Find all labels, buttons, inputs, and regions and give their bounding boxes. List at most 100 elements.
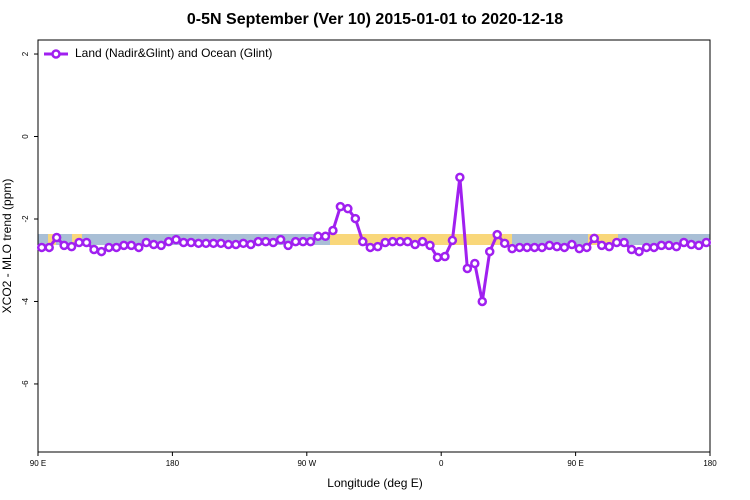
x-tick-label: 90 E bbox=[567, 459, 583, 468]
point bbox=[410, 239, 420, 250]
legend-marker bbox=[51, 49, 61, 59]
point bbox=[96, 246, 107, 257]
point bbox=[402, 236, 413, 247]
point bbox=[596, 240, 607, 251]
point bbox=[694, 240, 704, 251]
point bbox=[470, 258, 480, 269]
point bbox=[208, 238, 219, 249]
point bbox=[552, 241, 562, 252]
point bbox=[567, 239, 577, 250]
point bbox=[686, 239, 697, 250]
point bbox=[305, 236, 316, 247]
point bbox=[529, 242, 540, 253]
point bbox=[395, 236, 405, 247]
point bbox=[260, 236, 271, 247]
y-tick-label: -4 bbox=[21, 297, 30, 305]
x-tick-label: 90 E bbox=[30, 459, 46, 468]
point bbox=[514, 242, 525, 253]
point bbox=[641, 242, 652, 253]
land-band bbox=[48, 234, 56, 245]
point bbox=[626, 244, 637, 255]
point bbox=[432, 252, 443, 263]
y-tick-label: -6 bbox=[21, 380, 30, 388]
point bbox=[231, 239, 241, 250]
point bbox=[440, 251, 450, 262]
point bbox=[679, 237, 689, 248]
point bbox=[484, 246, 495, 257]
point bbox=[701, 237, 712, 248]
point bbox=[358, 236, 368, 247]
point bbox=[193, 238, 204, 249]
point bbox=[619, 237, 629, 248]
point bbox=[343, 203, 353, 214]
point bbox=[671, 241, 682, 252]
point bbox=[664, 240, 674, 251]
point bbox=[462, 263, 473, 274]
point bbox=[574, 243, 585, 254]
point bbox=[365, 242, 376, 253]
point bbox=[537, 242, 547, 253]
point bbox=[589, 233, 600, 244]
point bbox=[141, 237, 152, 248]
point bbox=[507, 243, 517, 254]
point bbox=[634, 246, 644, 257]
point bbox=[290, 236, 301, 247]
point bbox=[36, 242, 47, 253]
y-tick-label: -2 bbox=[21, 215, 30, 223]
point bbox=[522, 242, 532, 253]
point bbox=[320, 231, 331, 242]
point bbox=[74, 237, 84, 248]
point bbox=[186, 237, 196, 248]
point bbox=[656, 240, 667, 251]
point bbox=[59, 240, 69, 251]
y-tick-label: 2 bbox=[21, 51, 30, 56]
point bbox=[134, 242, 144, 253]
point bbox=[425, 240, 435, 251]
point bbox=[89, 244, 99, 255]
point bbox=[499, 238, 510, 249]
point bbox=[313, 231, 323, 242]
point bbox=[582, 242, 592, 253]
x-tick-label: 180 bbox=[703, 459, 717, 468]
point bbox=[611, 237, 622, 248]
point bbox=[156, 240, 166, 251]
x-tick-label: 90 W bbox=[297, 459, 316, 468]
x-axis-label: Longitude (deg E) bbox=[327, 476, 422, 490]
point bbox=[328, 225, 338, 236]
point bbox=[223, 239, 234, 250]
point bbox=[201, 238, 211, 249]
point bbox=[350, 213, 361, 224]
point bbox=[380, 237, 390, 248]
point bbox=[335, 201, 346, 212]
point bbox=[253, 236, 264, 247]
point bbox=[477, 296, 488, 307]
point bbox=[559, 242, 570, 253]
point bbox=[238, 238, 249, 249]
point bbox=[126, 240, 137, 251]
land-band bbox=[588, 234, 618, 245]
point bbox=[216, 238, 226, 249]
point bbox=[66, 241, 77, 252]
chart-title: 0-5N September (Ver 10) 2015-01-01 to 20… bbox=[187, 11, 563, 28]
point bbox=[447, 235, 458, 246]
point bbox=[246, 239, 256, 250]
point bbox=[604, 241, 614, 252]
point bbox=[104, 242, 114, 253]
y-tick-label: 0 bbox=[21, 134, 30, 139]
point bbox=[544, 240, 555, 251]
x-tick-label: 0 bbox=[439, 459, 444, 468]
legend-label: Land (Nadir&Glint) and Ocean (Glint) bbox=[75, 46, 272, 60]
point bbox=[111, 242, 122, 253]
point bbox=[268, 237, 278, 248]
point bbox=[119, 240, 129, 251]
point bbox=[283, 240, 293, 251]
point bbox=[148, 239, 159, 250]
point bbox=[178, 237, 189, 248]
point bbox=[492, 229, 502, 240]
point bbox=[44, 242, 54, 253]
y-axis-label: XCO2 - MLO trend (ppm) bbox=[0, 179, 14, 314]
point bbox=[372, 241, 383, 252]
point bbox=[171, 234, 181, 245]
point bbox=[163, 236, 174, 247]
